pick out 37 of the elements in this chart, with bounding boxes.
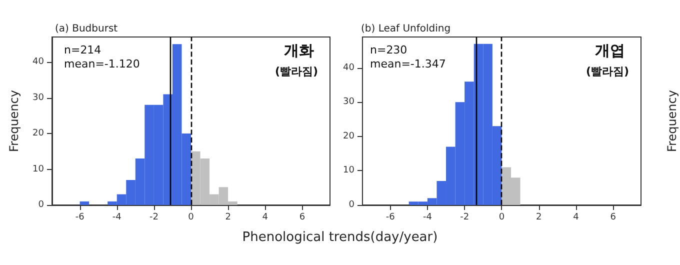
x-tick-label: 6 <box>610 212 616 222</box>
annotation: (빨라짐) <box>274 65 318 78</box>
y-tick-label: 30 <box>343 97 355 108</box>
x-tick-label: 0 <box>188 212 194 222</box>
y-tick-label: 20 <box>343 131 355 142</box>
x-tick-label: -4 <box>422 212 432 222</box>
annotation: 개엽 <box>595 42 625 60</box>
y-tick-label: 10 <box>343 166 355 176</box>
annotation: mean=-1.347 <box>370 58 446 70</box>
x-tick-label: 0 <box>498 212 505 222</box>
x-tick-label: 2 <box>225 212 231 222</box>
y-tick-label: 40 <box>32 57 44 68</box>
annotation: 개화 <box>284 42 314 60</box>
x-tick-label: -2 <box>460 212 470 222</box>
y-tick-label: 0 <box>348 200 355 210</box>
y-axis-title: Frequency <box>665 90 679 152</box>
annotation: mean=-1.120 <box>64 58 140 70</box>
annotation: (빨라짐) <box>586 65 630 78</box>
y-tick-label: 30 <box>32 92 44 103</box>
annotation: n=214 <box>64 44 102 56</box>
y-tick-label: 0 <box>38 200 44 210</box>
x-tick-label: -6 <box>386 212 396 222</box>
y-axis-title: Frequency <box>7 90 21 152</box>
x-tick-label: -4 <box>112 212 122 222</box>
x-tick-label: 2 <box>536 212 542 222</box>
x-tick-label: 6 <box>299 212 306 222</box>
chart-title: (a) Budburst <box>55 24 118 34</box>
annotation: n=230 <box>370 44 408 56</box>
y-tick-label: 40 <box>343 62 355 73</box>
x-axis-title: Phenological trends(day/year) <box>241 230 439 245</box>
x-tick-label: 4 <box>573 212 580 222</box>
x-tick-label: -6 <box>75 212 85 222</box>
y-tick-label: 10 <box>32 164 44 174</box>
x-tick-label: 4 <box>262 212 268 222</box>
chart-title: (b) Leaf Unfolding <box>361 24 451 34</box>
x-tick-label: -2 <box>149 212 158 222</box>
y-tick-label: 20 <box>32 128 44 139</box>
